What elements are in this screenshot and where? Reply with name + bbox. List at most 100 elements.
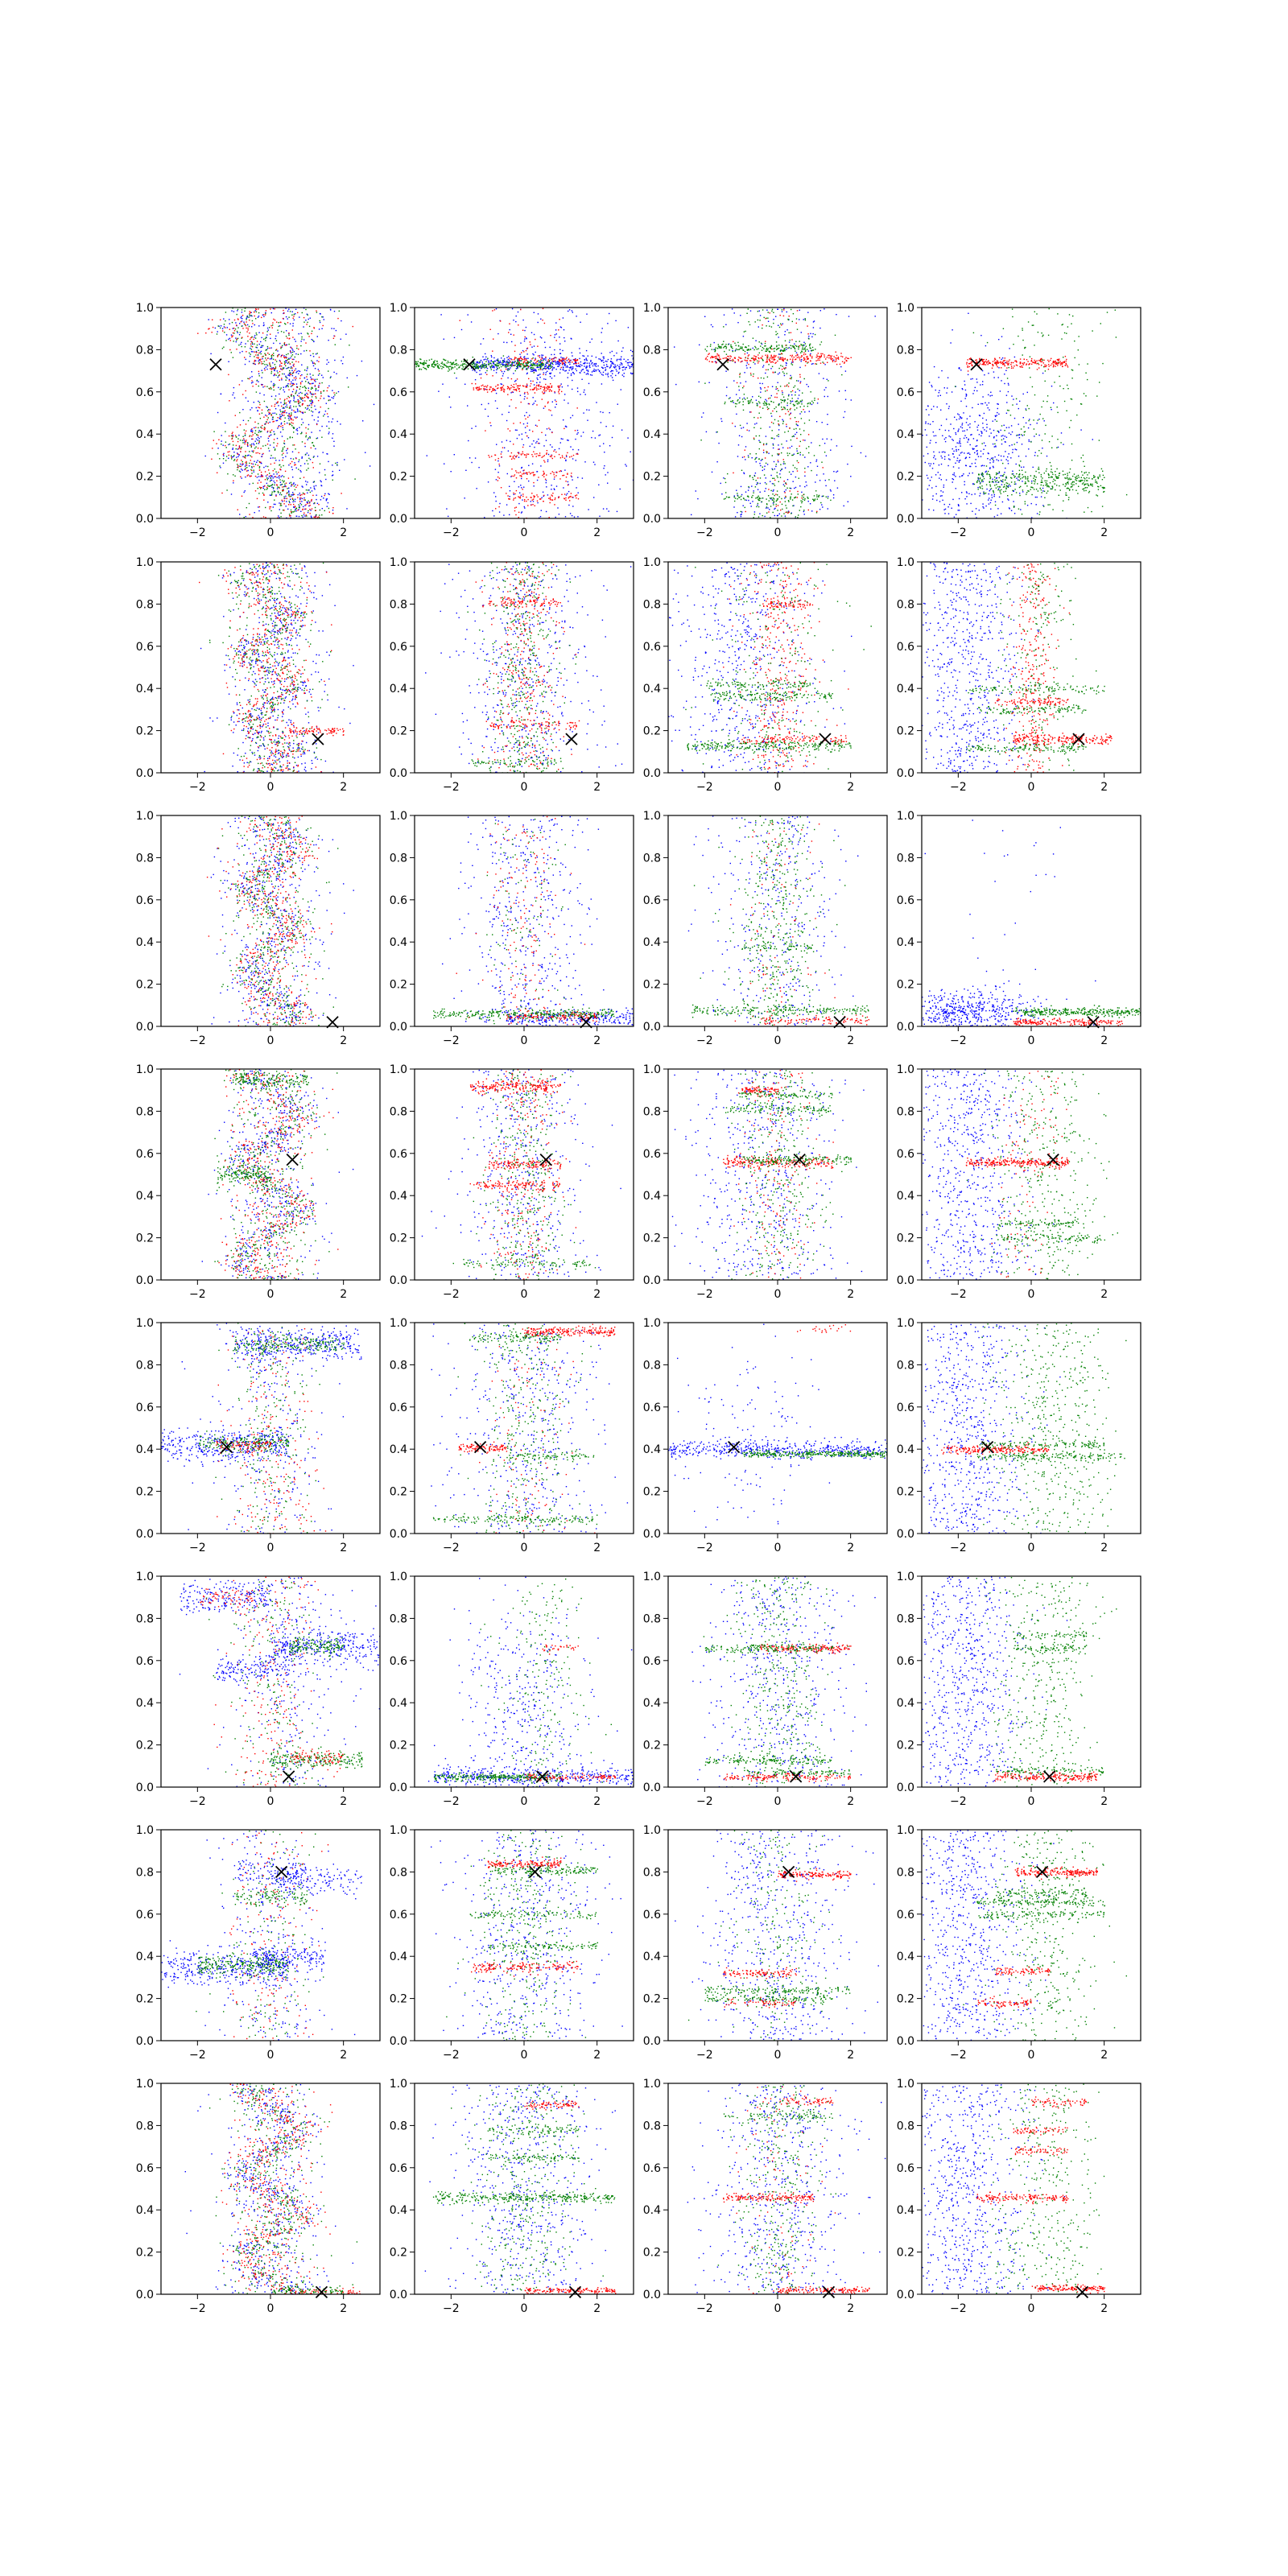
- point-green: [354, 478, 356, 480]
- point-blue: [268, 450, 270, 452]
- point-green: [454, 364, 456, 365]
- point-blue: [295, 467, 297, 469]
- point-red: [544, 390, 546, 392]
- point-blue: [570, 359, 572, 361]
- point-blue: [560, 470, 563, 473]
- point-red: [834, 361, 836, 362]
- point-blue: [844, 390, 846, 391]
- point-blue: [764, 515, 766, 518]
- point-green: [795, 423, 797, 425]
- point-red: [539, 498, 541, 500]
- point-green: [753, 517, 754, 518]
- point-red: [279, 370, 281, 373]
- point-red: [541, 456, 543, 458]
- point-red: [285, 357, 287, 358]
- point-blue: [566, 456, 568, 457]
- point-blue: [581, 477, 584, 479]
- point-blue: [486, 367, 489, 369]
- point-green: [239, 465, 241, 467]
- point-blue: [293, 506, 295, 508]
- point-blue: [267, 477, 269, 479]
- point-red: [247, 474, 250, 476]
- point-green: [316, 378, 318, 380]
- point-blue: [783, 308, 785, 310]
- point-red: [288, 504, 290, 506]
- point-green: [473, 366, 474, 368]
- point-blue: [535, 351, 536, 353]
- point-blue: [280, 484, 282, 485]
- point-green: [772, 469, 774, 471]
- point-blue: [299, 370, 301, 373]
- point-blue: [471, 427, 473, 429]
- point-green: [283, 400, 286, 402]
- point-green: [522, 366, 524, 368]
- point-blue: [746, 367, 748, 369]
- y-tick-label: 0.0: [136, 513, 154, 526]
- point-blue: [778, 353, 780, 355]
- point-blue: [481, 403, 482, 406]
- point-blue: [804, 485, 806, 488]
- point-red: [261, 361, 262, 363]
- point-blue: [753, 490, 754, 492]
- point-red: [753, 358, 755, 361]
- point-blue: [285, 375, 287, 377]
- point-blue: [792, 471, 794, 473]
- point-blue: [602, 371, 605, 374]
- point-green: [288, 501, 290, 502]
- point-blue: [488, 361, 489, 363]
- point-blue: [583, 412, 584, 414]
- point-blue: [534, 446, 535, 448]
- point-red: [548, 409, 550, 411]
- point-blue: [811, 336, 813, 338]
- point-red: [795, 358, 797, 360]
- point-green: [804, 468, 806, 469]
- point-green: [265, 444, 266, 447]
- point-blue: [784, 334, 786, 336]
- point-blue: [503, 358, 506, 360]
- point-red: [326, 413, 328, 415]
- point-green: [720, 347, 722, 349]
- point-blue: [280, 415, 282, 418]
- point-blue: [288, 415, 290, 417]
- point-blue: [288, 464, 290, 466]
- point-blue: [312, 481, 315, 483]
- point-green: [236, 339, 237, 341]
- point-red: [722, 357, 724, 359]
- point-green: [742, 404, 744, 406]
- point-blue: [627, 359, 629, 361]
- point-blue: [844, 398, 847, 400]
- point-blue: [588, 362, 590, 364]
- point-green: [518, 363, 519, 365]
- point-green: [488, 363, 489, 365]
- point-red: [520, 454, 522, 456]
- point-green: [283, 485, 285, 488]
- point-green: [248, 502, 250, 505]
- point-blue: [251, 326, 253, 328]
- point-red: [301, 404, 303, 406]
- point-blue: [228, 361, 229, 362]
- point-green: [782, 365, 783, 367]
- point-blue: [532, 501, 535, 502]
- point-blue: [298, 460, 299, 463]
- point-blue: [304, 515, 306, 517]
- point-red: [251, 456, 253, 458]
- point-blue: [778, 448, 780, 450]
- point-blue: [514, 361, 515, 363]
- point-blue: [721, 420, 723, 423]
- point-blue: [288, 332, 290, 335]
- point-blue: [555, 329, 557, 331]
- point-red: [297, 400, 299, 402]
- point-blue: [260, 436, 262, 438]
- point-blue: [321, 374, 323, 376]
- point-green: [715, 349, 716, 351]
- point-blue: [786, 440, 787, 442]
- point-green: [517, 358, 518, 360]
- point-blue: [764, 481, 766, 484]
- point-green: [766, 504, 768, 506]
- point-red: [266, 419, 268, 421]
- point-blue: [609, 352, 611, 353]
- point-green: [754, 321, 756, 323]
- point-green: [771, 455, 773, 456]
- point-blue: [555, 363, 557, 365]
- point-blue: [250, 312, 252, 313]
